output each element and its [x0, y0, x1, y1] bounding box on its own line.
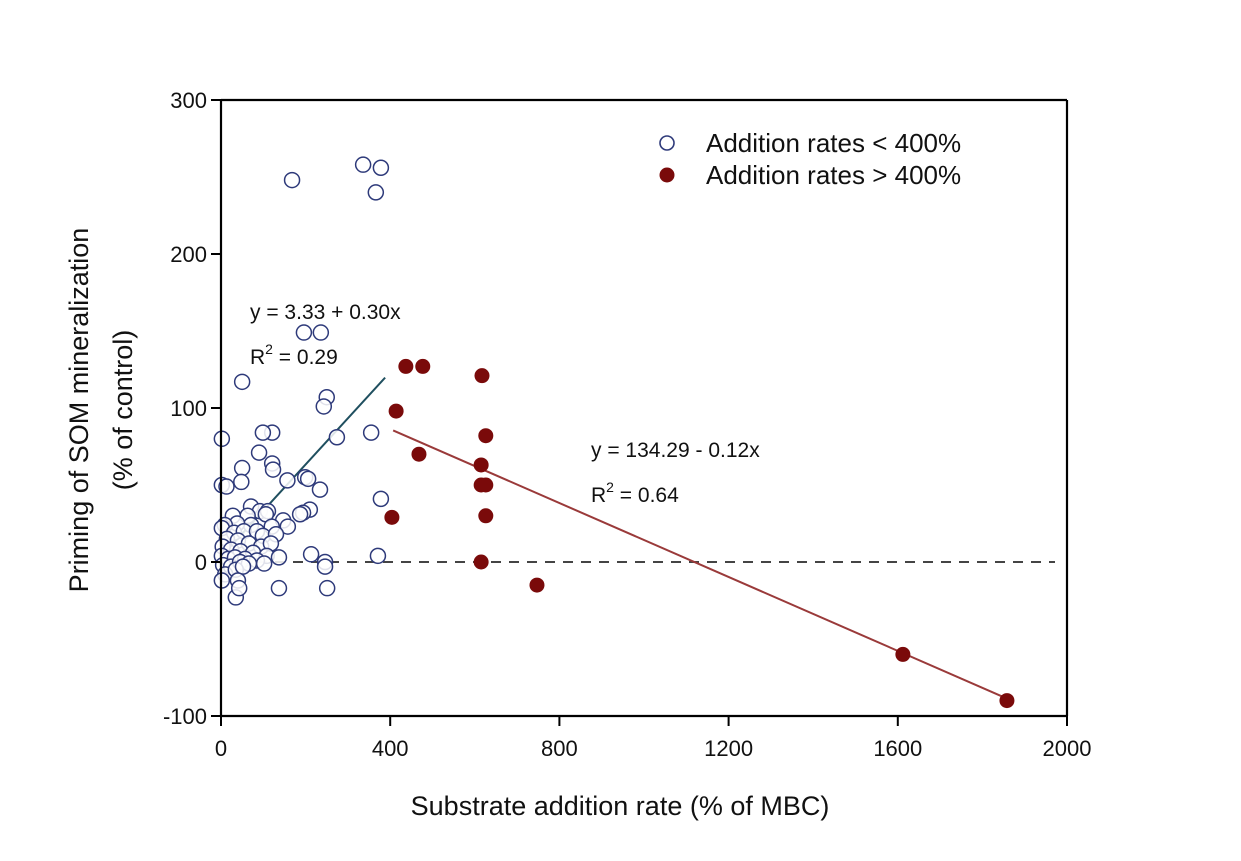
data-point-above-400 [384, 509, 400, 525]
y-axis-title-line2: (% of control) [108, 330, 138, 491]
data-point-below-400 [328, 429, 346, 446]
data-point-above-400 [411, 446, 427, 462]
legend-marker-open-circle [659, 135, 675, 151]
r2-prefix: R [250, 346, 265, 369]
x-tick-label: 1600 [873, 736, 922, 761]
data-point-above-400 [529, 577, 545, 593]
regression-annotation-above-400: y = 134.29 - 0.12x R2 = 0.64 [591, 439, 760, 507]
data-point-above-400 [999, 693, 1015, 709]
data-point-above-400 [473, 457, 489, 473]
legend: Addition rates < 400% Addition rates > 4… [659, 128, 961, 190]
series-above-400-points [384, 358, 1015, 709]
regression-lines [220, 376, 1008, 700]
x-axis-ticks: 0 400 800 1200 1600 2000 [215, 716, 1092, 761]
y-axis-title-line1: Priming of SOM mineralization [64, 228, 94, 593]
data-point-below-400 [264, 461, 282, 478]
data-point-below-400 [315, 398, 333, 415]
r2-label-above-400: R2 = 0.64 [591, 479, 679, 507]
y-axis-title-group: Priming of SOM mineralization (% of cont… [64, 228, 138, 593]
r2-superscript: 2 [265, 341, 273, 357]
data-point-below-400 [312, 324, 330, 341]
data-point-below-400 [369, 547, 387, 565]
data-point-below-400 [270, 579, 288, 597]
data-point-below-400 [234, 558, 252, 575]
x-tick-label: 0 [215, 736, 227, 761]
data-point-below-400 [218, 478, 235, 495]
data-point-below-400 [254, 424, 272, 441]
data-point-below-400 [316, 558, 334, 575]
y-tick-label: 100 [170, 396, 207, 421]
data-point-below-400 [279, 472, 296, 489]
data-point-below-400 [299, 470, 317, 488]
y-tick-label: 200 [170, 242, 207, 267]
y-tick-label: 300 [170, 88, 207, 113]
x-tick-label: 2000 [1043, 736, 1092, 761]
data-point-above-400 [478, 477, 494, 493]
data-point-above-400 [474, 368, 490, 384]
data-point-above-400 [398, 358, 414, 374]
data-point-below-400 [279, 518, 297, 535]
data-point-below-400 [270, 549, 288, 566]
data-point-below-400 [302, 546, 320, 563]
x-axis-title: Substrate addition rate (% of MBC) [411, 791, 830, 821]
r2-value: = 0.29 [273, 346, 338, 369]
data-point-below-400 [367, 184, 385, 201]
y-tick-label: -100 [163, 704, 207, 729]
x-tick-label: 800 [541, 736, 578, 761]
legend-label-below-400: Addition rates < 400% [706, 128, 961, 158]
data-point-below-400 [354, 156, 372, 173]
legend-label-above-400: Addition rates > 400% [706, 160, 961, 190]
axes [219, 98, 1069, 718]
data-point-below-400 [230, 579, 248, 597]
r2-superscript: 2 [606, 479, 614, 495]
data-point-below-400 [372, 490, 390, 508]
r2-prefix: R [591, 484, 606, 507]
data-point-above-400 [478, 428, 494, 444]
y-tick-label: 0 [195, 550, 207, 575]
data-point-below-400 [283, 171, 301, 189]
equation-label-below-400: y = 3.33 + 0.30x [250, 301, 401, 324]
regression-annotation-below-400: y = 3.33 + 0.30x R2 = 0.29 [250, 301, 401, 369]
data-point-below-400 [295, 324, 313, 341]
x-tick-label: 400 [372, 736, 409, 761]
data-point-above-400 [388, 403, 404, 419]
equation-label-above-400: y = 134.29 - 0.12x [591, 439, 760, 462]
data-point-below-400 [250, 444, 268, 461]
legend-marker-filled-circle [659, 167, 675, 183]
data-point-below-400 [233, 459, 251, 477]
data-point-below-400 [233, 373, 251, 391]
data-point-below-400 [291, 506, 309, 523]
data-point-below-400 [311, 481, 329, 498]
data-point-below-400 [372, 159, 390, 177]
data-point-below-400 [255, 555, 273, 572]
series-below-400-points [213, 156, 390, 606]
data-point-below-400 [318, 579, 336, 597]
r2-value: = 0.64 [614, 484, 679, 507]
data-point-above-400 [415, 358, 431, 374]
data-point-above-400 [473, 554, 489, 570]
y-axis-ticks: -100 0 100 200 300 [163, 88, 221, 729]
data-point-above-400 [895, 646, 911, 662]
data-point-below-400 [362, 424, 380, 441]
data-point-below-400 [233, 473, 250, 491]
r2-label-below-400: R2 = 0.29 [250, 341, 338, 369]
data-point-above-400 [478, 508, 494, 524]
x-tick-label: 1200 [704, 736, 753, 761]
